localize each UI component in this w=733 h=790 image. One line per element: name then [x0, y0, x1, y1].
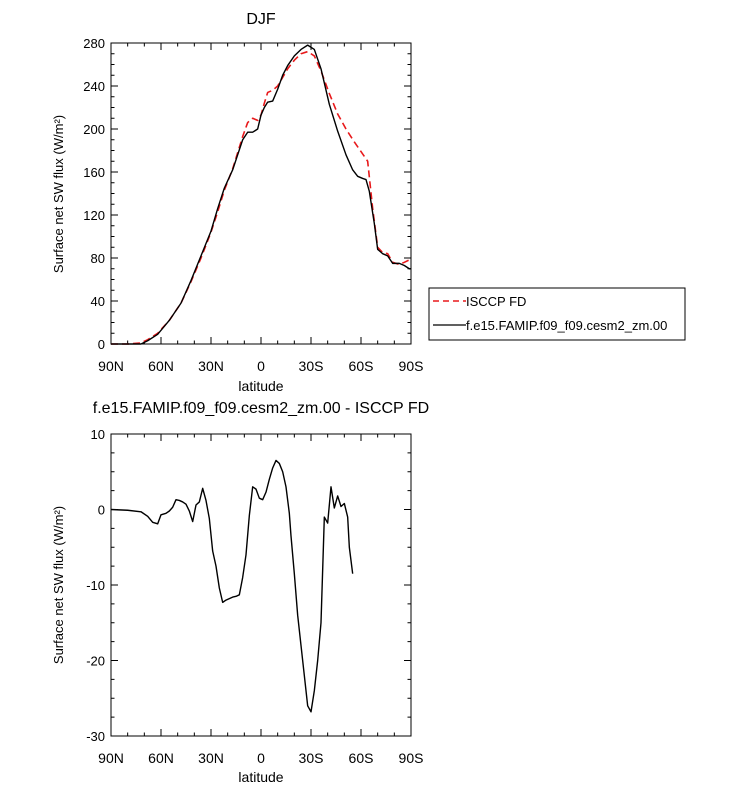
bottom-xtick-label-4: 30S — [299, 750, 324, 766]
top-xlabel: latitude — [238, 378, 283, 394]
bottom-xtick-label-2: 30N — [198, 750, 224, 766]
top-ylabel: Surface net SW flux (W/m²) — [51, 115, 66, 273]
top-y-axis: 0 40 80 120 160 200 240 280 — [83, 36, 411, 352]
top-ytick-label-1: 40 — [91, 294, 105, 309]
top-ytick-label-0: 0 — [98, 337, 105, 352]
top-plot-frame — [110, 42, 412, 345]
top-ytick-label-3: 120 — [83, 208, 105, 223]
bottom-xtick-label-5: 60S — [349, 750, 374, 766]
top-xtick-label-5: 60S — [349, 358, 374, 374]
top-ytick-label-5: 200 — [83, 122, 105, 137]
bottom-ytick-label-4: 10 — [91, 427, 105, 442]
top-x-axis: 90N 60N 30N 0 30S 60S 90S — [98, 43, 423, 374]
bottom-plot-frame — [110, 433, 412, 737]
bottom-xlabel: latitude — [238, 769, 283, 785]
bottom-title: f.e15.FAMIP.f09_f09.cesm2_zm.00 - ISCCP … — [93, 400, 429, 417]
bottom-x-axis: 90N 60N 30N 0 30S 60S 90S — [98, 434, 423, 766]
bottom-ylabel: Surface net SW flux (W/m²) — [51, 506, 66, 664]
top-xtick-label-0: 90N — [98, 358, 124, 374]
top-title: DJF — [246, 11, 276, 28]
bottom-series-line-0 — [110, 459, 354, 713]
bottom-xtick-label-3: 0 — [257, 750, 265, 766]
bottom-ytick-label-1: -20 — [86, 654, 105, 669]
top-xtick-label-3: 0 — [257, 358, 265, 374]
top-xtick-label-2: 30N — [198, 358, 224, 374]
top-xtick-label-6: 90S — [399, 358, 424, 374]
legend-label-model: f.e15.FAMIP.f09_f09.cesm2_zm.00 — [466, 318, 667, 333]
bottom-panel: f.e15.FAMIP.f09_f09.cesm2_zm.00 - ISCCP … — [51, 400, 429, 785]
legend-box — [428, 287, 686, 341]
top-ytick-label-4: 160 — [83, 165, 105, 180]
top-ytick-label-6: 240 — [83, 79, 105, 94]
top-ytick-label-2: 80 — [91, 251, 105, 266]
bottom-xtick-label-1: 60N — [148, 750, 174, 766]
bottom-ytick-label-3: 0 — [98, 503, 105, 518]
bottom-y-axis: -30 -20 -10 0 10 — [86, 427, 411, 744]
bottom-series-group — [110, 459, 354, 713]
legend: ISCCP FD f.e15.FAMIP.f09_f09.cesm2_zm.00 — [428, 287, 686, 341]
top-series-group — [111, 44, 412, 345]
top-xtick-label-4: 30S — [299, 358, 324, 374]
bottom-ytick-label-2: -10 — [86, 578, 105, 593]
bottom-xtick-label-6: 90S — [399, 750, 424, 766]
bottom-xtick-label-0: 90N — [98, 750, 124, 766]
top-series-line-1 — [111, 44, 411, 345]
top-series-line-0 — [111, 50, 412, 345]
legend-label-isccp: ISCCP FD — [466, 294, 526, 309]
top-xtick-label-1: 60N — [148, 358, 174, 374]
top-ytick-label-7: 280 — [83, 36, 105, 51]
top-panel: DJF 0 40 80 120 160 200 240 280 90N 60N 30N 0 30S 60… — [51, 11, 423, 394]
bottom-ytick-label-0: -30 — [86, 729, 105, 744]
